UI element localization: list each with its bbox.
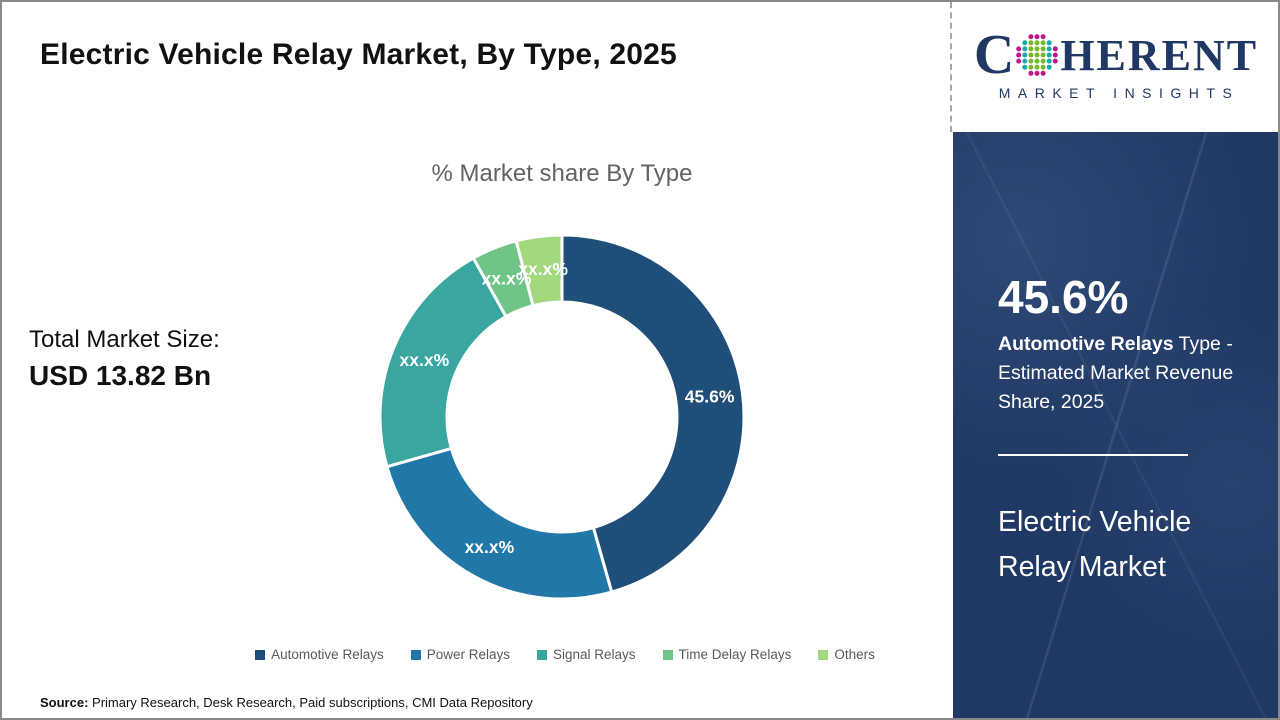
chart-legend: Automotive Relays Power Relays Signal Rela… <box>162 647 968 662</box>
legend-item-signal-relays: Signal Relays <box>537 647 636 662</box>
legend-label: Power Relays <box>426 647 510 662</box>
total-market-size-label: Total Market Size: <box>29 326 220 353</box>
total-market-size-value: USD 13.82 Bn <box>29 360 212 391</box>
slice-label-time-delay-relays: xx.x% <box>482 269 532 289</box>
slice-label-signal-relays: xx.x% <box>400 350 450 370</box>
logo-letter-c: C <box>973 24 1015 87</box>
sidebar-stat-value: 45.6% <box>998 271 1129 323</box>
slice-label-others: xx.x% <box>518 259 568 279</box>
legend-swatch-icon <box>818 649 829 660</box>
source-note: Source: Primary Research, Desk Research,… <box>40 695 533 710</box>
logo-dotted-o-icon <box>1016 34 1059 77</box>
legend-label: Time Delay Relays <box>678 647 792 662</box>
sidebar-stat-rest: Type - Estimated Market Revenue Share, 2… <box>998 333 1234 413</box>
sidebar-market-name: Electric Vehicle Relay Market <box>998 506 1192 584</box>
legend-label: Signal Relays <box>553 647 636 662</box>
slice-label-automotive-relays: 45.6% <box>685 386 735 406</box>
logo-wordmark: C HERENT <box>973 24 1259 87</box>
legend-label: Others <box>834 647 875 662</box>
legend-item-automotive-relays: Automotive Relays <box>255 647 384 662</box>
legend-swatch-icon <box>662 649 673 660</box>
legend-swatch-icon <box>537 649 547 660</box>
total-market-size: Total Market Size: USD 13.82 Bn <box>29 326 220 392</box>
sidebar-stat-segment: Automotive Relays <box>998 333 1174 355</box>
logo-subtitle: MARKET INSIGHTS <box>998 84 1240 101</box>
sidebar: 45.6% Automotive Relays Type - Estimated… <box>953 132 1278 718</box>
legend-swatch-icon <box>410 649 421 660</box>
legend-label: Automotive Relays <box>271 647 384 662</box>
brand-logo: C HERENT MARKET INSIGHTS <box>950 2 1278 132</box>
slice-label-power-relays: xx.x% <box>465 537 515 557</box>
legend-item-others: Others <box>818 647 875 662</box>
source-text: Primary Research, Desk Research, Paid su… <box>88 695 533 710</box>
legend-item-power-relays: Power Relays <box>410 647 510 662</box>
legend-swatch-icon <box>255 649 266 660</box>
legend-item-time-delay-relays: Time Delay Relays <box>662 647 792 662</box>
donut-slice-others <box>514 233 564 308</box>
logo-letters-herent: HERENT <box>1060 30 1259 80</box>
sidebar-divider <box>998 454 1188 456</box>
donut-slice-automotive-relays <box>560 233 746 594</box>
chart-title: % Market share By Type <box>431 160 693 187</box>
source-label: Source: <box>40 695 89 710</box>
donut-slice-power-relays <box>385 446 614 601</box>
page-title: Electric Vehicle Relay Market, By Type, … <box>40 38 677 71</box>
donut-chart: 45.6%xx.x%xx.x%xx.x%xx.x% <box>378 233 746 601</box>
sidebar-stat-description: Automotive Relays Type - Estimated Marke… <box>998 330 1260 417</box>
